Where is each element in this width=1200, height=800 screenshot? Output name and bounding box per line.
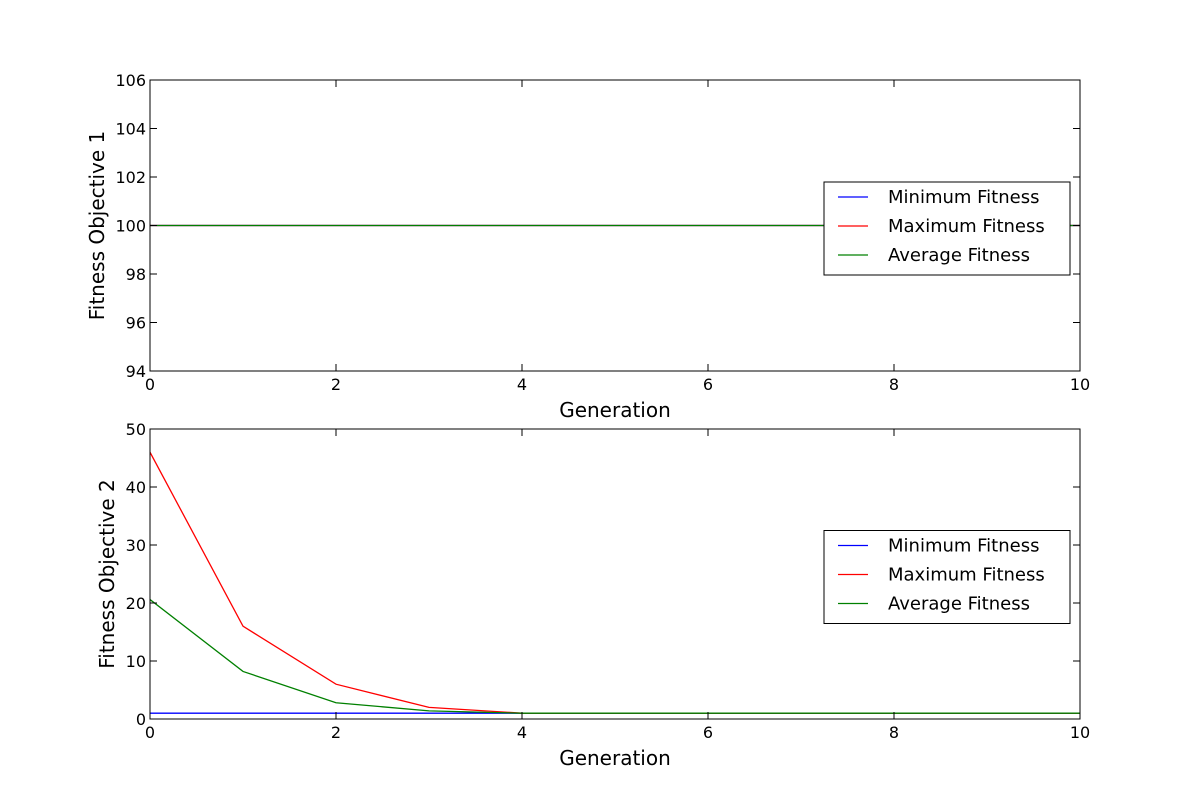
- subplot-2: 0 2 4 6 8 10 0 10 20 30 40 50 Generation Fitness Obje…: [95, 420, 1090, 770]
- x-tick-label: 10: [1070, 375, 1090, 394]
- x-tick-label: 10: [1070, 723, 1090, 742]
- y-tick-label: 96: [126, 314, 146, 333]
- x-tick-label: 6: [703, 375, 713, 394]
- legend-label-maximum-fitness: Maximum Fitness: [888, 565, 1045, 586]
- y-tick-label: 10: [126, 652, 146, 671]
- x-tick-label: 8: [889, 375, 899, 394]
- x-axis-label: Generation: [559, 746, 671, 770]
- x-axis-label: Generation: [559, 398, 671, 422]
- x-tick-label: 0: [145, 375, 155, 394]
- y-axis-label: Fitness Objective 2: [95, 479, 119, 669]
- legend: Minimum Fitness Maximum Fitness Average Fi…: [823, 530, 1071, 624]
- x-tick-label: 4: [517, 375, 527, 394]
- y-tick-label: 102: [115, 168, 146, 187]
- series-lines: [150, 451, 1080, 714]
- y-tick-label: 20: [126, 594, 146, 613]
- series-line-average-fitness: [150, 599, 1080, 714]
- y-tick-label: 98: [126, 265, 146, 284]
- legend: Minimum Fitness Maximum Fitness Average Fi…: [823, 181, 1071, 276]
- y-tick-label: 104: [115, 120, 146, 139]
- legend-label-maximum-fitness: Maximum Fitness: [888, 216, 1045, 237]
- y-axis-label: Fitness Objective 1: [85, 131, 109, 321]
- x-tick-label: 0: [145, 723, 155, 742]
- axes-frame: [149, 428, 1081, 720]
- x-tick-label: 4: [517, 723, 527, 742]
- legend-label-minimum-fitness: Minimum Fitness: [888, 187, 1039, 208]
- y-tick-label: 40: [126, 478, 146, 497]
- y-tick-label: 106: [115, 71, 146, 90]
- y-tick-label: 30: [126, 536, 146, 555]
- y-tick-label: 100: [115, 217, 146, 236]
- y-tick-label: 94: [126, 362, 146, 381]
- legend-label-average-fitness: Average Fitness: [888, 245, 1030, 266]
- x-tick-label: 2: [331, 723, 341, 742]
- x-tick-label: 6: [703, 723, 713, 742]
- subplot-1: 0 2 4 6 8 10 94 96 98 100 102 104 106 Generation Fitne…: [85, 71, 1090, 422]
- x-tick-label: 8: [889, 723, 899, 742]
- legend-label-minimum-fitness: Minimum Fitness: [888, 536, 1039, 557]
- legend-label-average-fitness: Average Fitness: [888, 594, 1030, 615]
- x-tick-label: 2: [331, 375, 341, 394]
- y-tick-label: 0: [136, 710, 146, 729]
- y-tick-label: 50: [126, 420, 146, 439]
